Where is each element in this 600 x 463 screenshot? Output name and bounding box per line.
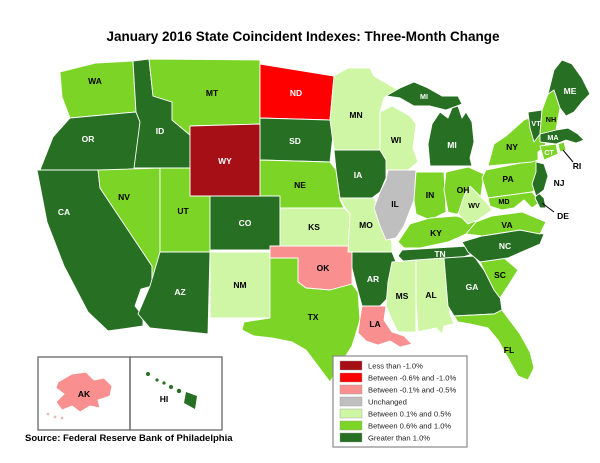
source-note: Source: Federal Reserve Bank of Philadel…: [25, 433, 233, 444]
state-RI-label: RI: [573, 161, 582, 171]
legend-label-5: Between 0.6% and 1.0%: [368, 422, 451, 431]
us-map: [36, 58, 591, 383]
state-VT: [527, 109, 543, 143]
alaska-inset: AK: [37, 356, 131, 431]
state-MN: [329, 67, 399, 151]
legend-label-1: Between -0.6% and -1.0%: [368, 374, 456, 383]
legend-swatch-4: [339, 408, 363, 419]
state-MS: [385, 259, 417, 333]
state-ME: [547, 59, 591, 117]
legend-label-6: Greater than 1.0%: [368, 434, 430, 443]
state-SC: [479, 257, 519, 299]
state-IN: [413, 171, 447, 221]
state-CT: [539, 143, 559, 161]
state-HI-label: HI: [160, 394, 169, 404]
hawaii-inset: HI: [129, 356, 223, 431]
aleutian-island: [46, 412, 50, 416]
legend-swatch-0: [339, 360, 363, 371]
de-leader-line: [541, 202, 555, 213]
legend-label-3: Unchanged: [368, 398, 407, 407]
state-IA: [333, 149, 387, 199]
legend-label-4: Between 0.1% and 0.5%: [368, 410, 451, 419]
state-SD: [259, 117, 335, 163]
state-DE-label: DE: [557, 211, 569, 221]
legend-swatch-6: [339, 432, 363, 443]
state-MA: [539, 127, 585, 145]
legend-box: [332, 355, 468, 448]
ri-leader-line: [562, 149, 574, 163]
state-NJ: [531, 161, 549, 197]
state-RI: [557, 141, 567, 153]
state-AK: [55, 371, 113, 413]
state-VA: [465, 211, 547, 237]
state-NJ-label: NJ: [554, 178, 565, 188]
map-legend: Less than -1.0% Between -0.6% and -1.0% …: [332, 355, 468, 448]
hawaii-big-island: [184, 392, 197, 409]
legend-swatch-2: [339, 384, 363, 395]
aleutian-island: [60, 416, 64, 420]
legend-label-2: Between -0.1% and -0.5%: [368, 386, 456, 395]
state-ND: [259, 63, 335, 121]
hawaii-island: [162, 381, 166, 385]
state-WY: [189, 123, 261, 197]
state-NM: [209, 251, 271, 319]
legend-swatch-1: [339, 372, 363, 383]
state-AR: [351, 251, 397, 307]
state-WV: [457, 185, 493, 225]
state-LA: [357, 305, 413, 348]
page-title: January 2016 State Coincident Indexes: T…: [106, 29, 500, 44]
state-OR: [39, 111, 141, 171]
state-KS: [279, 207, 351, 247]
state-MI-upper: [385, 81, 463, 111]
state-WA: [59, 60, 137, 119]
hawaii-island: [146, 372, 150, 376]
legend-swatch-5: [339, 420, 363, 431]
state-FL: [453, 309, 535, 381]
aleutian-island: [53, 415, 57, 419]
hawaii-island: [169, 385, 173, 389]
state-CO: [209, 195, 281, 251]
legend-swatch-3: [339, 396, 363, 407]
legend-label-0: Less than -1.0%: [368, 362, 423, 371]
hawaii-inset-box: [129, 356, 223, 431]
hawaii-island: [155, 378, 159, 382]
hawaii-island: [176, 388, 182, 394]
state-MI: [427, 105, 475, 167]
state-MD: [487, 191, 541, 211]
